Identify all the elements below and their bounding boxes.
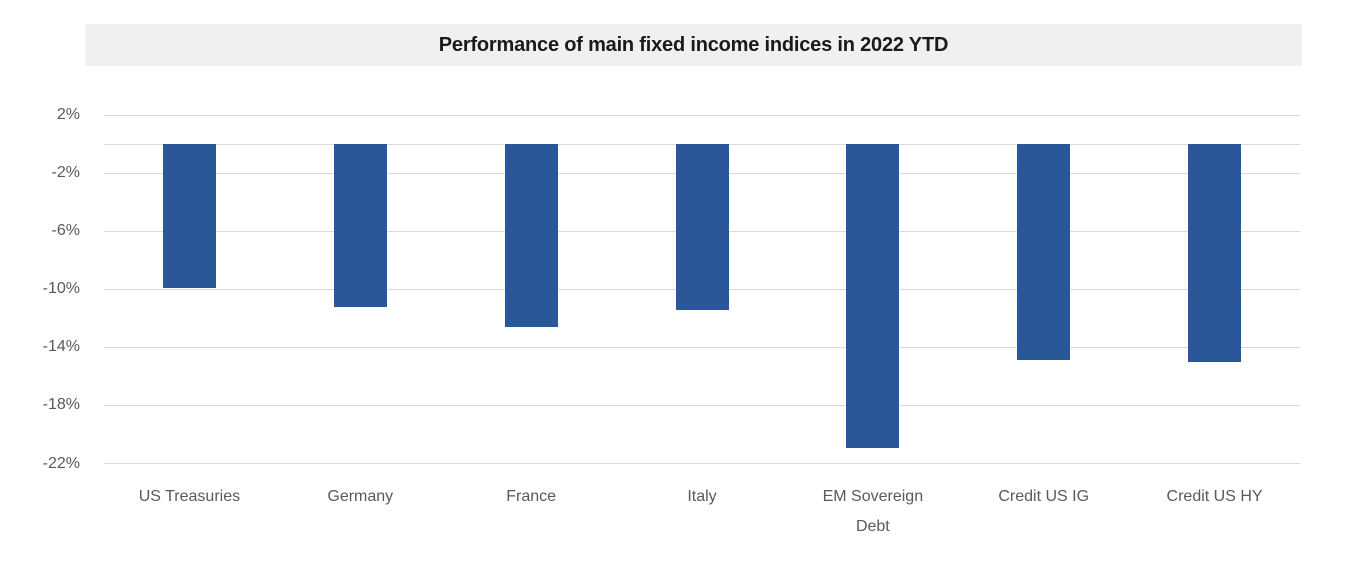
bar-em-sovereign-debt bbox=[846, 144, 900, 448]
x-axis-label-us-treasuries: US Treasuries bbox=[138, 488, 241, 505]
x-axis-label-em-sovereign-debt: EM Sovereign Debt bbox=[822, 488, 924, 535]
gridline bbox=[104, 404, 1300, 406]
y-axis-tick-label: -2% bbox=[51, 164, 80, 182]
bar-france bbox=[504, 144, 558, 327]
x-axis-label-germany: Germany bbox=[327, 488, 394, 505]
bar-italy bbox=[675, 144, 729, 310]
gridline bbox=[104, 346, 1300, 348]
bar-germany bbox=[333, 144, 387, 307]
chart-title-bar: Performance of main fixed income indices… bbox=[85, 24, 1302, 66]
x-axis-label-france: France bbox=[506, 488, 557, 505]
gridline bbox=[104, 114, 1300, 116]
y-axis-tick-label: -14% bbox=[42, 338, 80, 356]
x-axis-label-credit-us-ig: Credit US IG bbox=[998, 488, 1090, 505]
chart-title: Performance of main fixed income indices… bbox=[438, 34, 949, 56]
y-axis-tick-label: 2% bbox=[56, 106, 80, 123]
gridline bbox=[104, 463, 1300, 464]
x-axis-label-credit-us-hy: Credit US HY bbox=[1166, 488, 1263, 505]
bar-us-treasuries bbox=[162, 144, 216, 288]
bar-credit-us-hy bbox=[1188, 144, 1242, 362]
y-axis-tick-label: -6% bbox=[51, 222, 80, 240]
y-axis-tick-label: -22% bbox=[42, 454, 80, 472]
y-axis-tick-label: -10% bbox=[42, 280, 80, 298]
x-axis-label-italy: Italy bbox=[687, 488, 717, 505]
y-axis-tick-label: -18% bbox=[42, 396, 80, 414]
bar-credit-us-ig bbox=[1017, 144, 1071, 361]
